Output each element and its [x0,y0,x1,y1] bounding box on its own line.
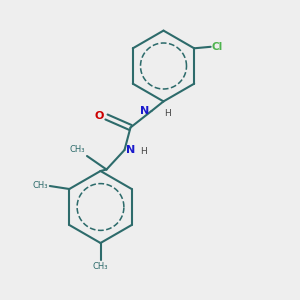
Text: CH₃: CH₃ [93,262,108,271]
Text: Cl: Cl [211,42,223,52]
Text: N: N [126,145,135,155]
Text: CH₃: CH₃ [69,146,85,154]
Text: H: H [164,109,171,118]
Text: O: O [95,111,104,122]
Text: N: N [140,106,150,116]
Text: CH₃: CH₃ [33,182,48,190]
Text: H: H [140,147,147,156]
